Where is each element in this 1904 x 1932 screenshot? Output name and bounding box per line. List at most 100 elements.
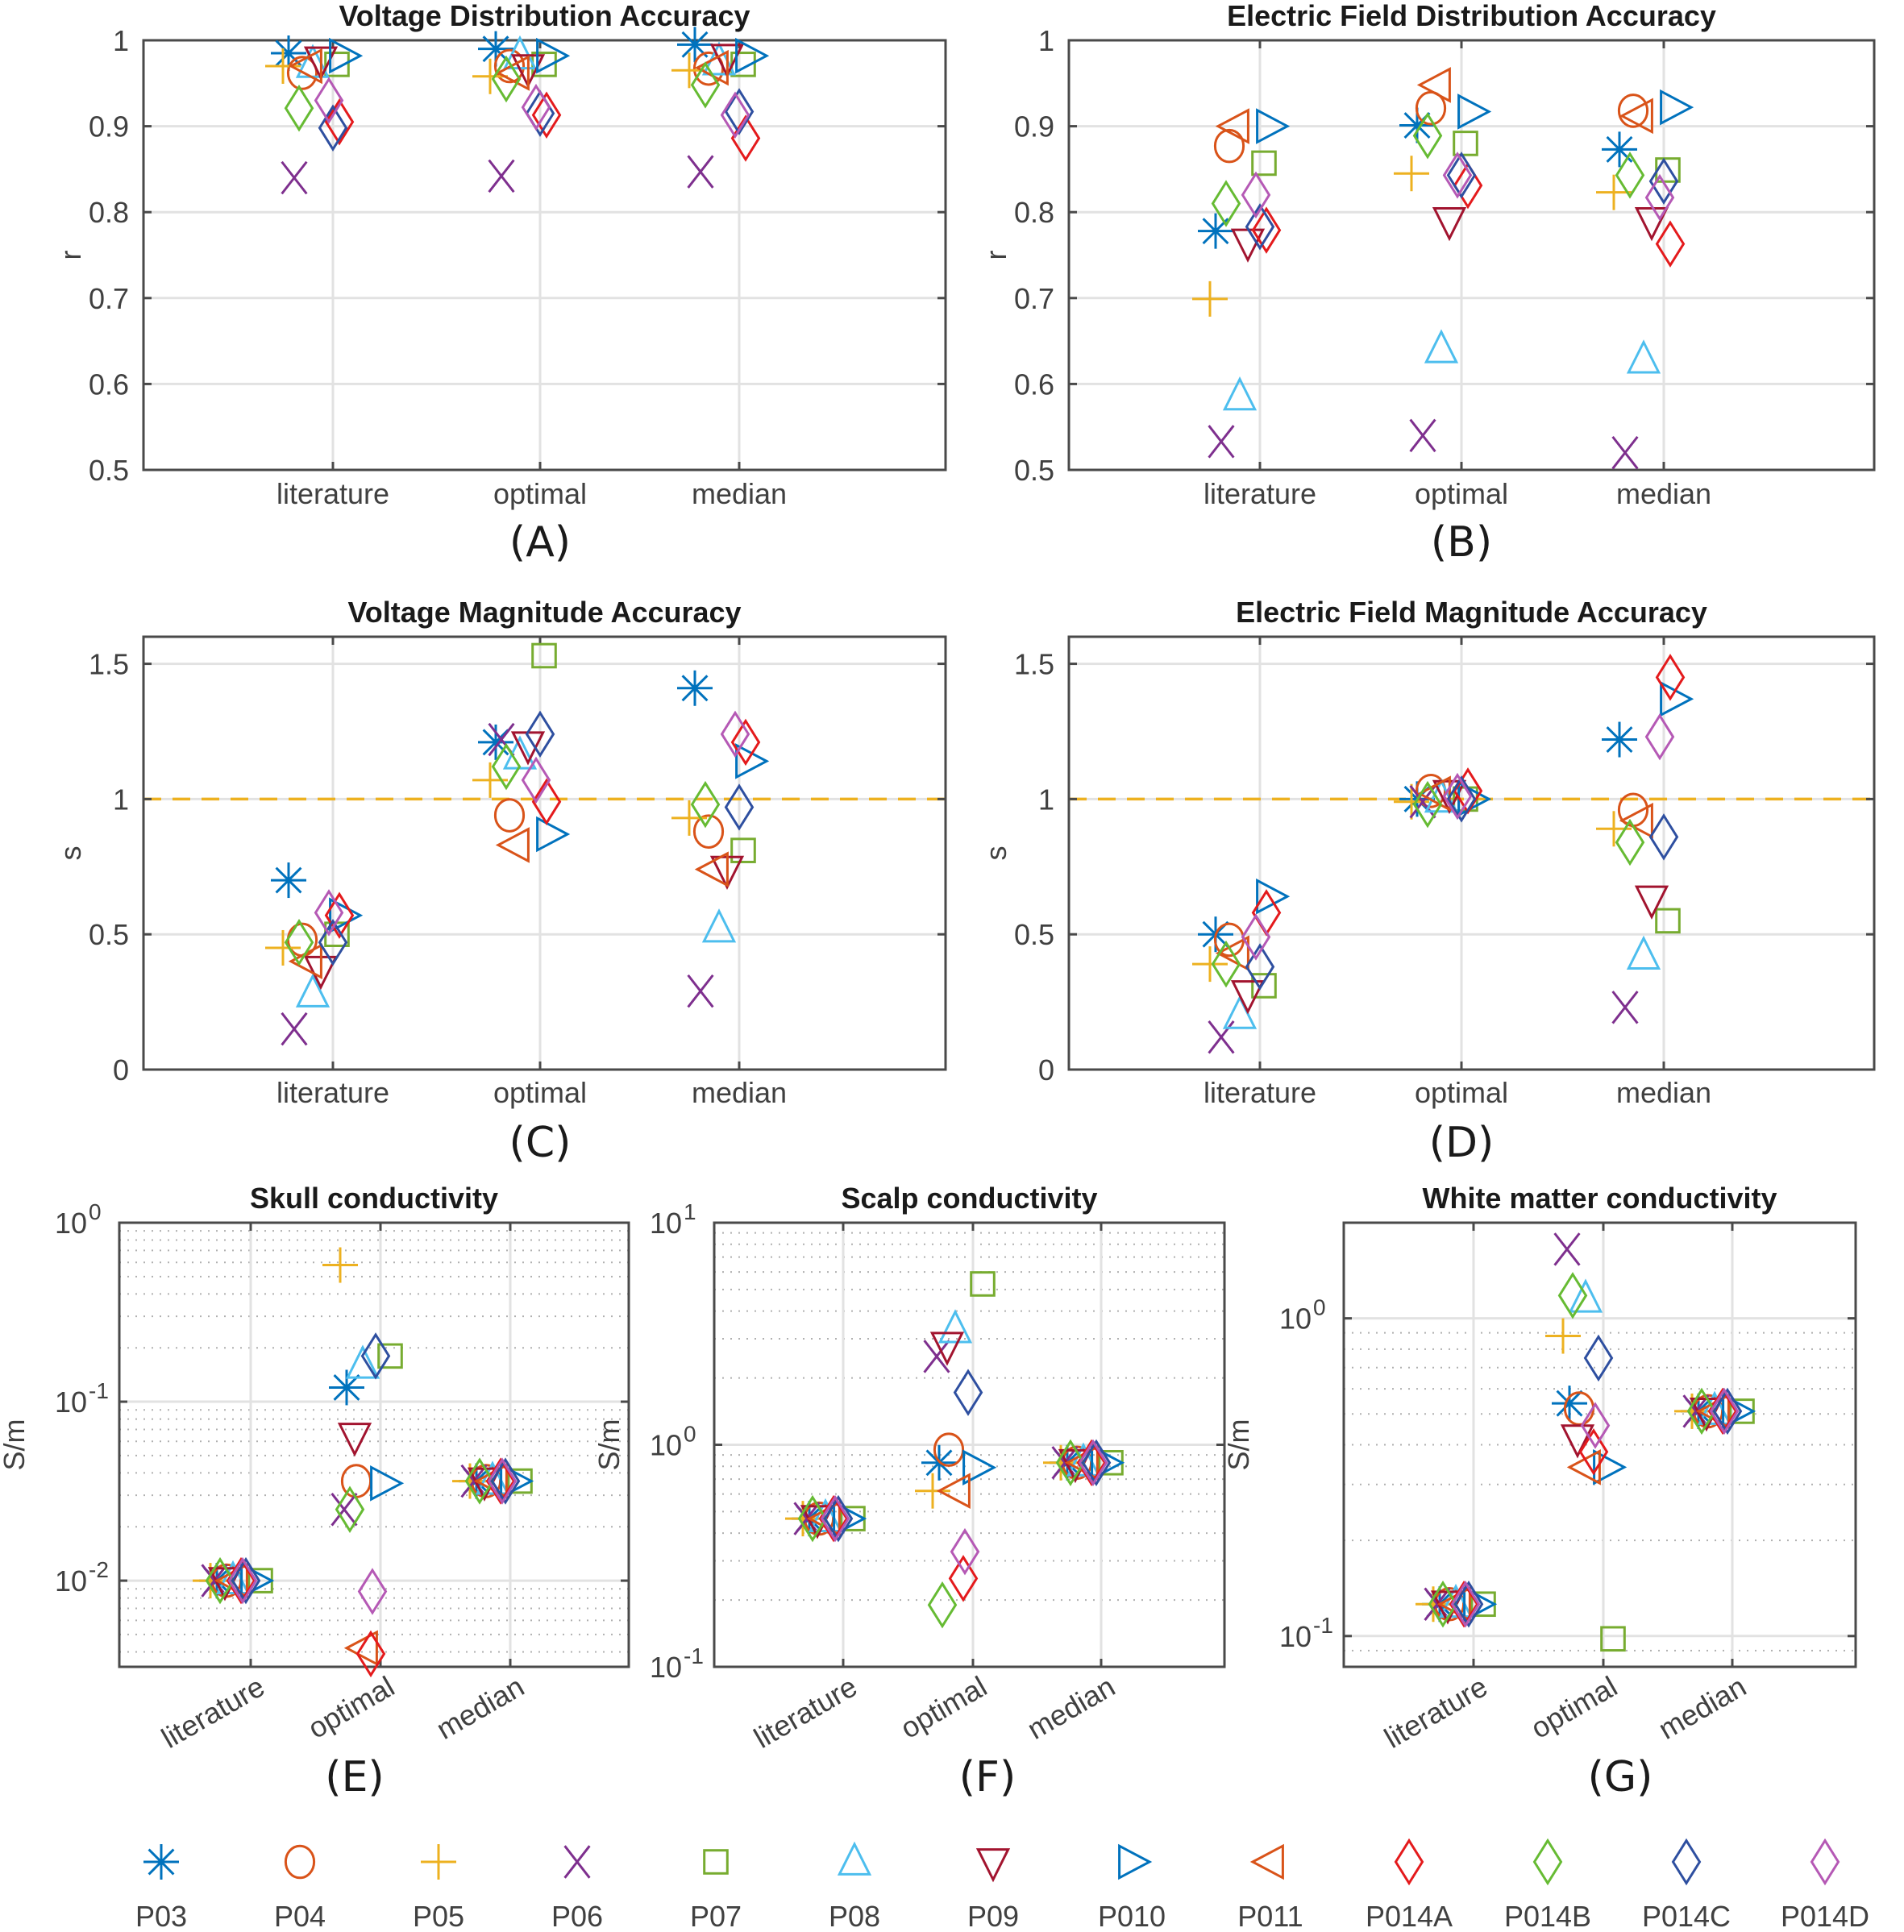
data-point-p06-optimal [330,1493,358,1527]
legend-label: P09 [967,1900,1019,1932]
data-point-p07-optimal [970,1271,996,1297]
data-point-p06-literature [1208,1020,1235,1054]
legend-label: P014A [1366,1900,1453,1932]
data-point-p08-optimal [1424,329,1459,364]
y-tick-label: 10 [55,1564,87,1598]
data-point-p014c-median [1081,1439,1112,1487]
data-point-p014d-optimal [1442,152,1473,199]
data-point-p09-optimal [510,54,546,89]
data-point-p014b-optimal [1412,112,1443,160]
data-point-p014d-optimal [521,756,551,804]
data-point-p03-optimal [478,31,513,67]
data-point-p014c-median [724,783,755,831]
y-tick-exponent: -1 [684,1643,704,1668]
y-tick-label: 10 [650,1207,682,1240]
data-point-p010-optimal [536,37,571,74]
data-points [1416,1232,1756,1652]
data-point-p014a-optimal [948,1555,979,1602]
data-points [785,1271,1125,1629]
data-point-p014d-median [1644,713,1675,761]
x-tick-label: literature [276,477,389,510]
data-point-p07-optimal [531,642,557,669]
y-tick-label: 1 [113,783,129,816]
data-point-p014b-literature [205,1556,235,1605]
triangle-right-marker-icon [1118,1843,1153,1880]
data-point-p06-median [1611,435,1639,470]
y-tick-label: 0.6 [1014,368,1054,401]
data-point-p014c-literature [231,1556,261,1605]
data-point-p010-literature [1256,878,1291,915]
x-tick-label: median [1021,1669,1120,1746]
data-point-p014b-optimal [491,742,522,791]
data-point-p014a-literature [324,891,355,939]
legend-item-p014a: P014A [1366,1838,1453,1932]
data-point-p03-median [677,27,713,63]
data-point-p014b-literature [1211,180,1241,227]
plot-area [1344,1223,1856,1667]
legend-label: P06 [551,1900,603,1932]
x-tick-label: optimal [1415,477,1508,510]
data-point-p011-optimal [495,55,530,91]
plus-marker-icon [421,1844,456,1880]
y-tick-label: 0.7 [89,282,129,315]
data-point-p011-median [694,851,729,887]
x-tick-label: optimal [493,1076,587,1109]
data-point-p09-median [1634,206,1669,242]
data-point-p014c-optimal [1446,775,1477,823]
legend-label: P011 [1237,1900,1303,1932]
data-point-p09-optimal [1432,206,1467,242]
data-point-p014a-literature [818,1494,849,1543]
data-point-p014a-median [730,718,761,767]
triangle-left-marker-icon [1249,1843,1284,1880]
data-points [193,1247,534,1678]
y-tick-label: 0.5 [89,454,129,487]
data-point-p04-optimal [493,798,526,833]
data-point-p010-median [1722,1393,1756,1430]
data-point-p014c-median [724,88,755,135]
data-point-p014d-median [1709,1387,1740,1435]
legend-label: P07 [690,1900,742,1932]
chart-title: Scalp conductivity [841,1182,1097,1215]
data-point-p06-literature [281,1012,308,1046]
data-point-p07-literature [1251,973,1277,999]
data-point-p014d-literature [1450,1581,1481,1628]
data-point-p08-literature [295,973,330,1008]
panel-label: (D) [1429,1119,1495,1167]
data-point-p014b-optimal [491,55,522,103]
y-tick-label: 0.7 [1014,282,1054,315]
y-tick-exponent: 0 [89,1199,102,1224]
legend-label: P010 [1098,1900,1166,1932]
data-point-p05-literature [265,929,301,966]
legend-item-p07: P07 [690,1849,742,1932]
data-point-p014c-literature [1453,1581,1484,1628]
legend-item-p011: P011 [1237,1843,1303,1932]
y-tick-label: 0.9 [1014,110,1054,143]
triangle-down-marker-icon [975,1848,1011,1883]
data-point-p03-median [677,670,713,706]
y-axis-label: s [979,846,1012,861]
x-tick-label: median [430,1669,530,1746]
data-point-p014c-median [1648,157,1679,206]
y-tick-label: 1 [1038,783,1054,816]
data-point-p011-optimal [495,827,530,863]
data-point-p014c-literature [823,1494,854,1543]
data-point-p04-literature [1213,128,1245,164]
diamond-marker-icon [1532,1838,1563,1886]
data-point-p010-literature [1256,108,1291,144]
data-point-p014d-literature [227,1556,258,1605]
y-tick-exponent: -1 [89,1378,109,1403]
data-point-p014d-optimal [1442,772,1473,821]
data-point-p014a-optimal [531,91,562,139]
y-tick-label: 0.5 [89,918,129,951]
legend-label: P014B [1504,1900,1591,1932]
chart-title: White matter conductivity [1422,1182,1777,1215]
data-point-p04-median [1617,93,1649,128]
legend-item-p09: P09 [967,1848,1019,1932]
chart-title: Voltage Distribution Accuracy [339,0,750,32]
data-point-p03-optimal [329,1369,364,1406]
diamond-marker-icon [1810,1838,1840,1886]
plot-area [1069,40,1874,470]
legend-item-p014b: P014B [1504,1838,1591,1932]
plot-area [143,637,946,1070]
y-tick-label: 0.8 [1014,196,1054,229]
